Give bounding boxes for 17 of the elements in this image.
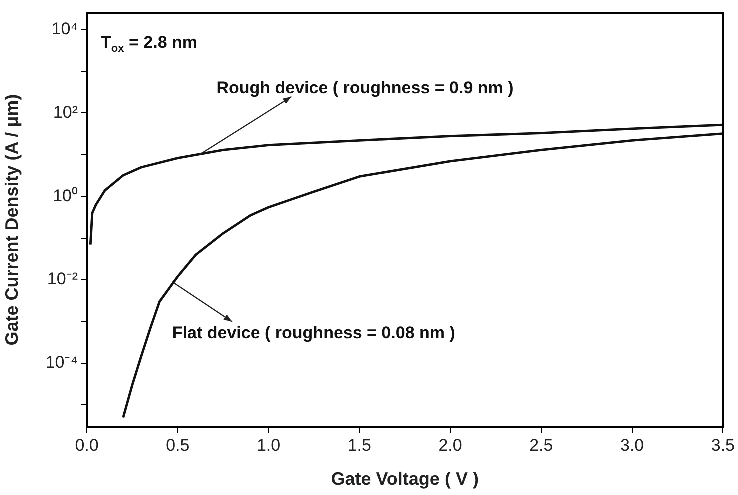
x-tick-label: 3.0 xyxy=(620,436,644,455)
x-tick-label: 1.0 xyxy=(256,436,281,455)
y-tick-label: 10² xyxy=(53,102,78,122)
y-axis-title: Gate Current Density (A / μm) xyxy=(2,94,22,346)
y-tick-label: 10⁰ xyxy=(53,186,78,206)
x-tick-label: 1.5 xyxy=(348,436,372,455)
x-tick-label: 2.5 xyxy=(530,436,554,455)
x-tick-label: 0.5 xyxy=(166,436,190,455)
annotation: Rough device ( roughness = 0.9 nm ) xyxy=(216,78,514,98)
y-tick-label: 10⁻⁴ xyxy=(46,353,78,372)
annotation: Flat device ( roughness = 0.08 nm ) xyxy=(172,324,456,343)
y-tick-label: 10⁻² xyxy=(47,270,78,289)
x-tick-label: 3.5 xyxy=(711,436,736,455)
x-tick-label: 0.0 xyxy=(75,436,99,455)
x-axis-title: Gate Voltage ( V ) xyxy=(331,469,479,490)
x-tick-label: 2.0 xyxy=(438,436,462,455)
y-tick-label: 10⁴ xyxy=(52,19,78,38)
